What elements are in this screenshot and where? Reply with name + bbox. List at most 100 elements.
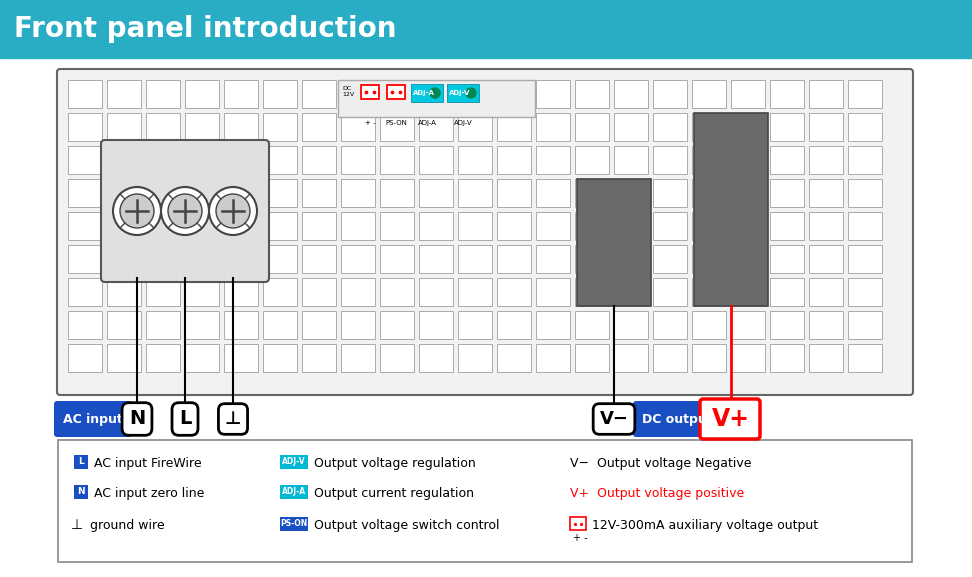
Bar bbox=[575, 146, 609, 174]
Bar bbox=[770, 212, 804, 240]
Bar bbox=[497, 344, 531, 372]
Bar bbox=[848, 80, 882, 108]
Bar bbox=[692, 278, 726, 306]
FancyBboxPatch shape bbox=[101, 140, 269, 282]
Bar bbox=[185, 146, 219, 174]
Bar bbox=[614, 311, 648, 339]
Text: ADJ-A: ADJ-A bbox=[282, 488, 306, 496]
Bar bbox=[536, 344, 570, 372]
Bar bbox=[536, 311, 570, 339]
Bar bbox=[497, 113, 531, 141]
Bar bbox=[224, 278, 258, 306]
Bar bbox=[458, 212, 492, 240]
Bar bbox=[380, 245, 414, 273]
Bar bbox=[419, 278, 453, 306]
Text: Output voltage regulation: Output voltage regulation bbox=[314, 456, 475, 470]
Bar bbox=[419, 80, 453, 108]
Bar bbox=[146, 344, 180, 372]
Bar bbox=[107, 311, 141, 339]
Text: V+  Output voltage positive: V+ Output voltage positive bbox=[570, 486, 745, 500]
Bar bbox=[107, 344, 141, 372]
Bar bbox=[107, 179, 141, 207]
Bar bbox=[653, 344, 687, 372]
Bar bbox=[224, 80, 258, 108]
Text: ADJ-A: ADJ-A bbox=[413, 90, 434, 96]
Bar bbox=[575, 278, 609, 306]
FancyBboxPatch shape bbox=[338, 80, 535, 117]
Bar bbox=[458, 80, 492, 108]
Bar bbox=[809, 245, 843, 273]
Bar bbox=[809, 212, 843, 240]
Bar bbox=[419, 179, 453, 207]
Bar bbox=[263, 311, 297, 339]
Bar bbox=[224, 344, 258, 372]
Bar bbox=[341, 212, 375, 240]
Text: Front panel introduction: Front panel introduction bbox=[14, 15, 397, 43]
Bar bbox=[770, 80, 804, 108]
Text: DC
12V: DC 12V bbox=[342, 86, 354, 97]
Bar bbox=[107, 278, 141, 306]
Text: Output current regulation: Output current regulation bbox=[314, 486, 474, 500]
Text: 12V-300mA auxiliary voltage output: 12V-300mA auxiliary voltage output bbox=[592, 519, 818, 531]
Bar bbox=[848, 278, 882, 306]
Circle shape bbox=[161, 187, 209, 235]
Bar bbox=[302, 113, 336, 141]
Bar bbox=[653, 245, 687, 273]
Bar bbox=[224, 245, 258, 273]
Bar bbox=[458, 113, 492, 141]
Bar bbox=[146, 278, 180, 306]
Bar bbox=[731, 311, 765, 339]
Bar bbox=[380, 146, 414, 174]
Bar bbox=[458, 344, 492, 372]
Bar bbox=[380, 212, 414, 240]
Bar bbox=[341, 245, 375, 273]
Bar bbox=[419, 311, 453, 339]
Text: V+: V+ bbox=[712, 407, 750, 431]
Bar bbox=[692, 245, 726, 273]
Bar bbox=[380, 80, 414, 108]
Text: + -: + - bbox=[364, 120, 375, 126]
Bar bbox=[575, 179, 609, 207]
Bar bbox=[614, 146, 648, 174]
Bar bbox=[146, 179, 180, 207]
Bar bbox=[263, 80, 297, 108]
Bar bbox=[263, 344, 297, 372]
Bar bbox=[146, 80, 180, 108]
Bar bbox=[770, 146, 804, 174]
Bar bbox=[653, 311, 687, 339]
Bar bbox=[809, 311, 843, 339]
Bar bbox=[302, 278, 336, 306]
Text: V−  Output voltage Negative: V− Output voltage Negative bbox=[570, 456, 751, 470]
Bar bbox=[692, 80, 726, 108]
Text: L: L bbox=[179, 410, 191, 429]
Bar bbox=[770, 179, 804, 207]
Bar bbox=[380, 344, 414, 372]
Bar bbox=[848, 179, 882, 207]
Bar bbox=[447, 84, 479, 102]
Bar bbox=[68, 311, 102, 339]
FancyBboxPatch shape bbox=[700, 399, 760, 439]
Bar bbox=[419, 113, 453, 141]
Bar bbox=[536, 278, 570, 306]
Text: ADJ-V: ADJ-V bbox=[449, 90, 470, 96]
Bar bbox=[263, 113, 297, 141]
Bar bbox=[497, 146, 531, 174]
Bar bbox=[341, 80, 375, 108]
Bar bbox=[731, 245, 765, 273]
Bar bbox=[185, 245, 219, 273]
Text: PS-ON: PS-ON bbox=[280, 519, 307, 529]
Bar bbox=[809, 146, 843, 174]
Bar bbox=[770, 245, 804, 273]
Bar bbox=[809, 344, 843, 372]
Bar bbox=[68, 146, 102, 174]
Bar bbox=[653, 113, 687, 141]
Bar bbox=[770, 113, 804, 141]
Bar bbox=[614, 80, 648, 108]
Bar bbox=[731, 113, 765, 141]
Bar bbox=[380, 278, 414, 306]
Bar bbox=[809, 80, 843, 108]
Bar bbox=[731, 212, 765, 240]
Bar bbox=[694, 113, 768, 306]
Bar bbox=[107, 212, 141, 240]
Bar bbox=[263, 179, 297, 207]
